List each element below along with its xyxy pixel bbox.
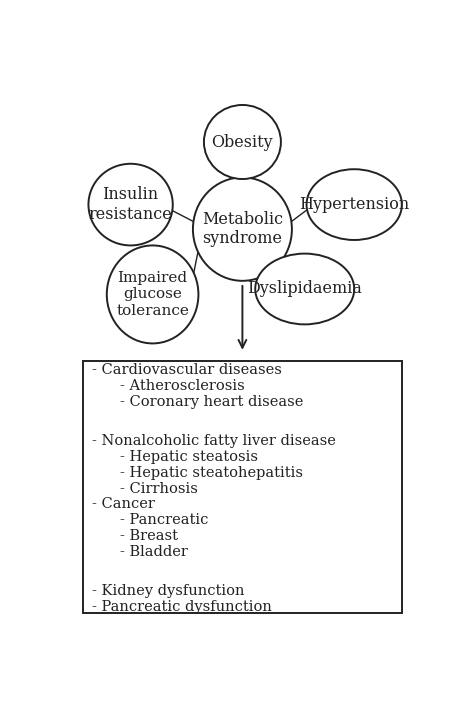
Text: - Hepatic steatosis: - Hepatic steatosis [120, 450, 258, 464]
Text: - Atherosclerosis: - Atherosclerosis [120, 379, 245, 393]
Ellipse shape [307, 169, 402, 240]
Ellipse shape [204, 105, 281, 179]
Text: Obesity: Obesity [211, 134, 273, 151]
Text: - Kidney dysfunction: - Kidney dysfunction [92, 584, 245, 598]
Text: - Coronary heart disease: - Coronary heart disease [120, 395, 303, 409]
Ellipse shape [255, 254, 354, 325]
Text: Dyslipidaemia: Dyslipidaemia [247, 281, 362, 298]
Text: - Breast: - Breast [120, 529, 177, 543]
Text: - Cancer: - Cancer [92, 497, 155, 511]
Text: - Nonalcoholic fatty liver disease: - Nonalcoholic fatty liver disease [92, 434, 336, 448]
Ellipse shape [88, 164, 173, 245]
Text: Metabolic
syndrome: Metabolic syndrome [202, 211, 283, 247]
Text: - Hepatic steatohepatitis: - Hepatic steatohepatitis [120, 466, 303, 480]
FancyBboxPatch shape [83, 361, 402, 613]
Text: Insulin
resistance: Insulin resistance [89, 187, 173, 223]
Ellipse shape [193, 177, 292, 281]
Text: - Bladder: - Bladder [120, 544, 187, 559]
Text: - Cirrhosis: - Cirrhosis [120, 481, 198, 496]
Ellipse shape [107, 245, 199, 344]
Text: - Pancreatic dysfunction: - Pancreatic dysfunction [92, 600, 272, 614]
Text: - Pancreatic: - Pancreatic [120, 513, 208, 527]
Text: - Cardiovascular diseases: - Cardiovascular diseases [92, 363, 282, 377]
Text: Impaired
glucose
tolerance: Impaired glucose tolerance [116, 271, 189, 317]
Text: Hypertension: Hypertension [299, 196, 409, 213]
